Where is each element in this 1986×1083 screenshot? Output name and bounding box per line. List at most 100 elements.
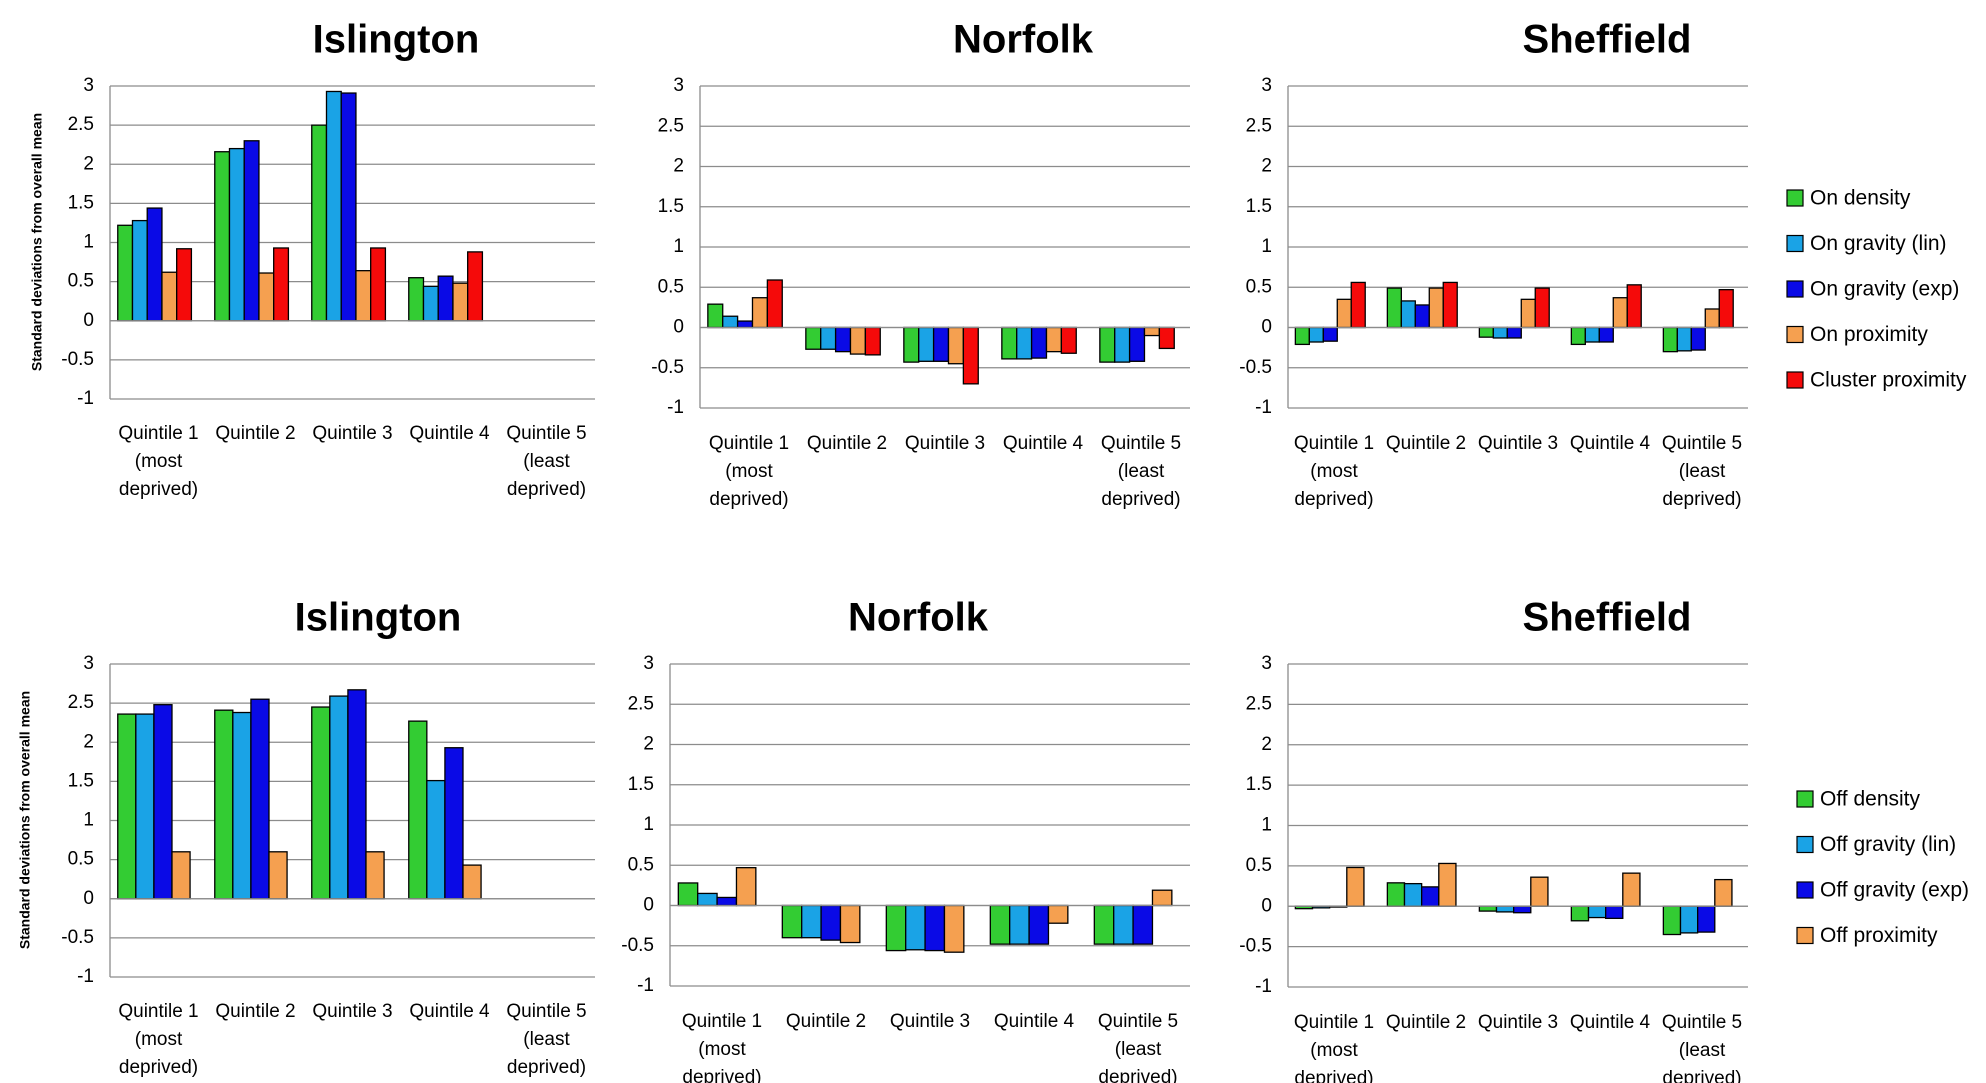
y-tick-label: -1: [637, 975, 654, 996]
legend-item-label: Off gravity (exp): [1820, 879, 1969, 902]
bar-on-gravity-lin: [722, 315, 739, 329]
y-tick-label: 2.5: [1246, 115, 1272, 136]
legend: On density On gravity (lin) On gravity (ex…: [1786, 187, 1967, 392]
chart-panel-norfolk-off: Norfolk 3 2.5 2 1.5 1 0.5 0 -0.5 -1 Quintile 1 (mos…: [621, 596, 1190, 1083]
legend-swatch: [1786, 371, 1804, 389]
chart-title: Norfolk: [953, 18, 1094, 62]
y-tick-label: -1: [1255, 397, 1272, 418]
bar-off-proximity: [839, 904, 861, 944]
x-tick-label: deprived): [1101, 489, 1180, 510]
bar-on-gravity-lin: [228, 147, 245, 322]
bar-off-gravity-exp: [1605, 905, 1624, 920]
bar-off-gravity-exp: [444, 747, 464, 900]
chart-title: Islington: [313, 18, 480, 62]
x-tick-label: Quintile 4: [994, 1011, 1075, 1032]
x-tick-label: Quintile 4: [409, 1001, 490, 1022]
bar-off-gravity-exp: [820, 904, 842, 941]
bar-cluster-proximity: [1442, 281, 1458, 329]
bar-on-gravity-lin: [422, 285, 439, 322]
y-tick-label: 1: [83, 810, 94, 831]
bar-cluster-proximity: [1350, 281, 1366, 329]
x-tick-label: deprived): [682, 1067, 761, 1083]
chart-panel-norfolk-on: Norfolk 3 2.5 2 1.5 1 0.5 0 -0.5 -1 Quintile 1 (mos…: [651, 18, 1190, 510]
bar-on-gravity-exp: [1128, 326, 1146, 362]
y-tick-label: -1: [77, 966, 94, 987]
bar-on-proximity: [1045, 326, 1063, 353]
x-tick-label: (most: [725, 461, 773, 482]
y-tick-label: 0: [673, 317, 684, 338]
y-tick-label: -1: [77, 388, 94, 409]
bar-on-density: [1386, 287, 1402, 329]
x-tick-label: deprived): [507, 479, 586, 500]
bar-on-gravity-lin: [1016, 326, 1033, 360]
legend-item-label: Off proximity: [1820, 924, 1938, 947]
bar-on-density: [408, 277, 425, 322]
y-tick-label: -0.5: [651, 357, 684, 378]
y-tick-label: 2: [83, 153, 94, 174]
x-tick-label: Quintile 2: [786, 1011, 866, 1032]
x-tick-label: deprived): [119, 479, 198, 500]
bar-on-gravity-exp: [1414, 304, 1430, 329]
bar-off-proximity: [1438, 862, 1457, 907]
legend-swatch: [1796, 926, 1814, 945]
x-tick-label: Quintile 5: [1662, 1012, 1742, 1033]
bar-off-gravity-lin: [697, 892, 718, 907]
x-tick-label: Quintile 1: [1294, 1012, 1374, 1033]
bar-off-gravity-exp: [1513, 905, 1532, 914]
chart-panel-islington-off: Islington 3 2.5 2 1.5 1 0.5 0 -0.5 -1 Standard dev…: [17, 596, 595, 1078]
bar-off-density: [677, 882, 699, 907]
x-tick-label: (least: [1679, 1040, 1726, 1061]
y-tick-label: 3: [673, 75, 684, 96]
x-tick-label: (least: [1115, 1039, 1162, 1060]
bar-on-proximity: [1428, 287, 1444, 329]
x-tick-label: Quintile 2: [1386, 1012, 1466, 1033]
bar-on-proximity: [947, 326, 965, 365]
bar-off-proximity: [365, 851, 385, 900]
bar-off-density: [311, 706, 331, 900]
bar-on-gravity-exp: [1030, 326, 1048, 359]
bar-on-gravity-exp: [437, 275, 454, 322]
x-tick-label: Quintile 4: [1570, 1012, 1651, 1033]
bar-off-gravity-lin: [329, 695, 349, 900]
y-tick-label: 2: [1261, 156, 1272, 177]
legend-swatch: [1786, 280, 1804, 298]
y-tick-label: 3: [1261, 75, 1272, 96]
x-tick-label: (most: [1310, 1040, 1358, 1061]
legend-item-label: On density: [1810, 187, 1911, 210]
bar-off-proximity: [268, 851, 288, 900]
x-tick-label: Quintile 3: [1478, 1012, 1558, 1033]
bar-on-proximity: [751, 297, 769, 329]
x-tick-label: (least: [1679, 461, 1726, 482]
y-tick-label: 3: [1261, 653, 1272, 674]
y-tick-label: 3: [643, 653, 654, 674]
bar-on-gravity-exp: [1322, 326, 1338, 342]
bar-off-gravity-exp: [1421, 886, 1440, 907]
y-tick-label: 0.5: [1246, 855, 1272, 876]
x-tick-label: Quintile 5: [506, 1001, 586, 1022]
bar-off-gravity-lin: [801, 904, 822, 939]
bar-cluster-proximity: [1534, 287, 1550, 329]
bar-off-proximity: [462, 864, 482, 900]
bar-on-gravity-lin: [1308, 326, 1324, 343]
x-tick-label: Quintile 5: [1101, 433, 1181, 454]
bar-off-density: [408, 720, 428, 900]
bar-on-proximity: [161, 271, 178, 322]
y-tick-label: 2: [83, 731, 94, 752]
bar-on-gravity-lin: [325, 90, 342, 322]
legend-item-label: On gravity (exp): [1810, 278, 1959, 301]
chart-title: Norfolk: [848, 596, 989, 640]
legend-swatch: [1796, 881, 1814, 899]
x-tick-label: deprived): [1294, 1068, 1373, 1083]
x-tick-label: (most: [135, 451, 183, 472]
bar-off-gravity-lin: [426, 779, 446, 900]
bar-on-proximity: [1336, 298, 1352, 329]
chart-title: Sheffield: [1523, 596, 1692, 640]
bar-off-density: [1570, 905, 1590, 922]
x-tick-label: Quintile 3: [905, 433, 985, 454]
bar-on-gravity-exp: [932, 326, 950, 362]
x-tick-label: (least: [523, 451, 570, 472]
y-tick-label: 0.5: [658, 276, 684, 297]
y-tick-label: 2.5: [628, 693, 654, 714]
y-tick-label: 1.5: [628, 774, 654, 795]
